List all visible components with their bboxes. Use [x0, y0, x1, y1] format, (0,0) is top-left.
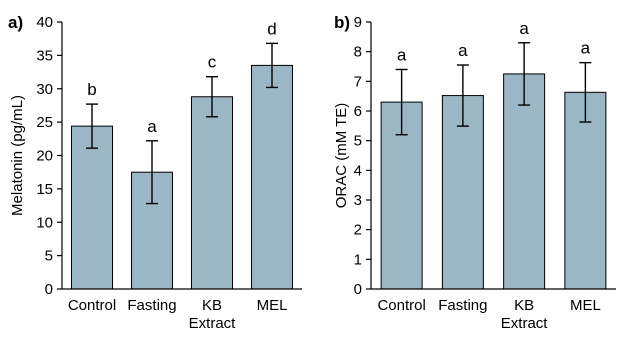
y-tick-label: 0 — [45, 281, 53, 298]
x-tick-label: Extract — [189, 315, 237, 332]
x-tick-label: KB — [202, 297, 222, 314]
y-tick-label: 35 — [36, 47, 53, 64]
x-tick-label: Control — [377, 297, 425, 314]
y-tick-label: 5 — [354, 133, 362, 150]
x-tick-label: Fasting — [438, 297, 487, 314]
y-tick-label: 10 — [36, 214, 53, 231]
bar — [503, 73, 546, 290]
y-tick-label: 15 — [36, 181, 53, 198]
panel-label: b) — [334, 13, 350, 32]
y-axis-label: ORAC (mM TE) — [333, 103, 350, 209]
x-tick-label: MEL — [570, 297, 601, 314]
significance-label: a — [147, 117, 157, 136]
bar — [71, 125, 113, 290]
significance-label: a — [458, 41, 468, 60]
y-tick-label: 1 — [354, 251, 362, 268]
significance-label: a — [397, 45, 407, 64]
x-tick-label: Extract — [501, 315, 549, 332]
bar — [564, 91, 607, 290]
y-tick-label: 7 — [354, 73, 362, 90]
y-tick-label: 4 — [354, 162, 362, 179]
y-tick-label: 40 — [36, 14, 53, 31]
x-tick-label: KB — [514, 297, 534, 314]
y-tick-label: 6 — [354, 103, 362, 120]
panel-label: a) — [8, 13, 23, 32]
x-tick-label: Fasting — [127, 297, 176, 314]
y-tick-label: 2 — [354, 222, 362, 239]
significance-label: a — [581, 39, 591, 58]
significance-label: c — [208, 53, 217, 72]
y-tick-label: 9 — [354, 14, 362, 31]
y-axis-label: Melatonin (pg/mL) — [9, 95, 26, 216]
y-tick-label: 30 — [36, 81, 53, 98]
y-tick-label: 20 — [36, 148, 53, 165]
y-tick-label: 8 — [354, 44, 362, 61]
y-tick-label: 3 — [354, 192, 362, 209]
significance-label: b — [87, 80, 96, 99]
x-tick-label: MEL — [257, 297, 288, 314]
panel-a-melatonin: a) Melatonin (pg/mL) b Control a Fasting c KBEx… — [8, 13, 302, 332]
x-tick-label: Control — [68, 297, 116, 314]
y-tick-label: 0 — [354, 281, 362, 298]
bar — [251, 64, 293, 290]
y-tick-label: 25 — [36, 114, 53, 131]
panel-b-orac: b) ORAC (mM TE) a Control a Fasting a KBExtract… — [333, 13, 616, 332]
significance-label: a — [519, 19, 529, 38]
significance-label: d — [267, 19, 276, 38]
bar — [191, 96, 233, 290]
y-tick-label: 5 — [45, 248, 53, 265]
